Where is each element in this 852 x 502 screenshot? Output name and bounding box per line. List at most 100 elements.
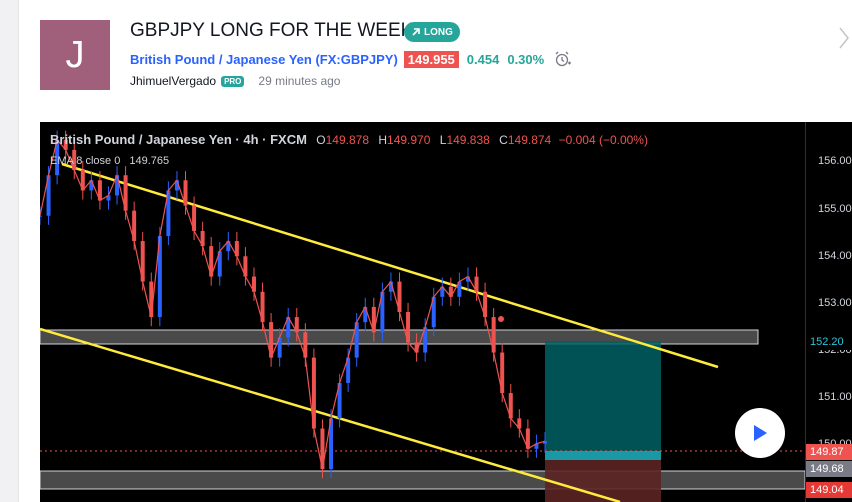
low-value: 149.838 xyxy=(446,133,490,147)
candle-body xyxy=(371,306,376,333)
close-value: 149.874 xyxy=(507,133,552,147)
axis-tick: 151.00 xyxy=(818,391,852,403)
candle-body xyxy=(320,428,325,470)
entry-line-zone xyxy=(545,451,661,460)
price-axis[interactable]: 156.00 155.00 154.00 153.00 152.00 151.0… xyxy=(805,122,852,502)
candle-body xyxy=(200,230,205,247)
candle-body xyxy=(115,175,120,196)
ema-line xyxy=(40,138,546,470)
candle-body xyxy=(311,357,316,429)
candle-body xyxy=(209,246,214,277)
left-sidebar-strip xyxy=(0,0,19,502)
candle-body xyxy=(303,332,308,358)
open-value: 149.878 xyxy=(325,133,369,147)
alarm-clock-icon[interactable] xyxy=(554,50,572,68)
play-icon xyxy=(754,425,767,441)
symbol-link[interactable]: British Pound / Japanese Yen (FX:GBPJPY) xyxy=(130,52,398,67)
candle-body xyxy=(89,180,94,191)
candle-body xyxy=(525,428,530,449)
author-avatar[interactable]: J xyxy=(40,20,110,90)
candle-body xyxy=(149,281,154,318)
candle-body xyxy=(72,149,77,171)
chart-header: British Pound / Japanese Yen · 4h · FXCM… xyxy=(50,132,648,147)
badge-label: LONG xyxy=(424,26,453,38)
candle-body xyxy=(174,180,179,191)
target-zone[interactable] xyxy=(545,341,661,453)
lower-trendline[interactable] xyxy=(40,327,621,502)
candle-body xyxy=(346,357,351,383)
candle-body xyxy=(157,236,162,318)
candle-body xyxy=(414,342,419,353)
candle-body xyxy=(226,241,231,252)
resistance-zone[interactable] xyxy=(40,329,759,345)
candle-body xyxy=(286,317,291,338)
candle-body xyxy=(55,139,60,176)
price-tag-last: 149.87 xyxy=(806,444,852,460)
candle-body xyxy=(380,291,385,333)
axis-tick: 156.00 xyxy=(818,155,852,167)
idea-title[interactable]: GBPJPY LONG FOR THE WEEK xyxy=(130,20,414,41)
candle-body xyxy=(388,281,393,292)
candle-body xyxy=(337,382,342,419)
candle-body xyxy=(397,281,402,312)
candle-body xyxy=(63,139,68,150)
ema-legend[interactable]: EMA 8 close 0 149.765 xyxy=(50,155,169,167)
chart-panel[interactable]: British Pound / Japanese Yen · 4h · FXCM… xyxy=(40,122,852,502)
candle-body xyxy=(354,322,359,358)
candle-body xyxy=(140,241,145,282)
candle-body xyxy=(217,251,222,277)
candle-body xyxy=(363,306,368,323)
ema-label: EMA 8 close 0 xyxy=(50,155,121,167)
price-tag-stop: 149.04 xyxy=(806,482,852,498)
candle-body xyxy=(423,327,428,353)
published-time: 29 minutes ago xyxy=(258,74,341,88)
candle-body xyxy=(500,352,505,394)
candle-body xyxy=(269,322,274,358)
axis-tick: 153.00 xyxy=(818,297,852,309)
stop-zone[interactable] xyxy=(545,460,661,502)
pro-badge: PRO xyxy=(221,75,245,87)
bar-change: −0.004 (−0.00%) xyxy=(558,133,648,147)
candle-body xyxy=(534,443,539,449)
candle-body xyxy=(448,286,453,297)
signal-dot xyxy=(498,316,504,322)
long-badge: LONG xyxy=(404,22,460,42)
candle-body xyxy=(97,180,102,201)
candle-body xyxy=(483,291,488,318)
candle-body xyxy=(277,337,282,358)
chevron-right-icon[interactable] xyxy=(838,26,850,55)
axis-tick: 154.00 xyxy=(818,250,852,262)
close-label: C xyxy=(499,133,508,147)
price-chart[interactable] xyxy=(40,122,805,502)
candle-body xyxy=(508,393,513,419)
candle-body xyxy=(431,296,436,328)
candle-body xyxy=(132,210,137,242)
candle-body xyxy=(440,286,445,297)
candle-body xyxy=(166,190,171,236)
axis-tick: 155.00 xyxy=(818,203,852,215)
price-change: 0.454 xyxy=(466,51,500,67)
support-zone[interactable] xyxy=(40,470,805,490)
candle-body xyxy=(123,175,128,211)
low-label: L xyxy=(439,133,447,147)
candle-body xyxy=(80,170,85,191)
upper-trendline[interactable] xyxy=(61,162,719,369)
candle-body xyxy=(192,205,197,231)
candle-body xyxy=(260,291,265,323)
candle-body xyxy=(491,317,496,353)
ema-value: 149.765 xyxy=(129,155,170,167)
candle-body xyxy=(46,175,51,216)
candle-body xyxy=(543,441,547,444)
candle-body xyxy=(457,281,462,297)
candle-group xyxy=(40,130,547,479)
candle-body xyxy=(106,195,111,201)
price-tag-entry: 149.68 xyxy=(806,461,852,477)
high-value: 149.970 xyxy=(387,133,431,147)
play-button[interactable] xyxy=(735,408,785,458)
author-name[interactable]: JhimuelVergado xyxy=(130,74,217,88)
symbol-name[interactable]: British Pound / Japanese Yen xyxy=(130,51,312,67)
symbol-code[interactable]: (FX:GBPJPY) xyxy=(315,51,398,67)
high-label: H xyxy=(378,133,388,147)
candle-body xyxy=(183,180,188,206)
price-change-percent: 0.30% xyxy=(507,51,545,67)
